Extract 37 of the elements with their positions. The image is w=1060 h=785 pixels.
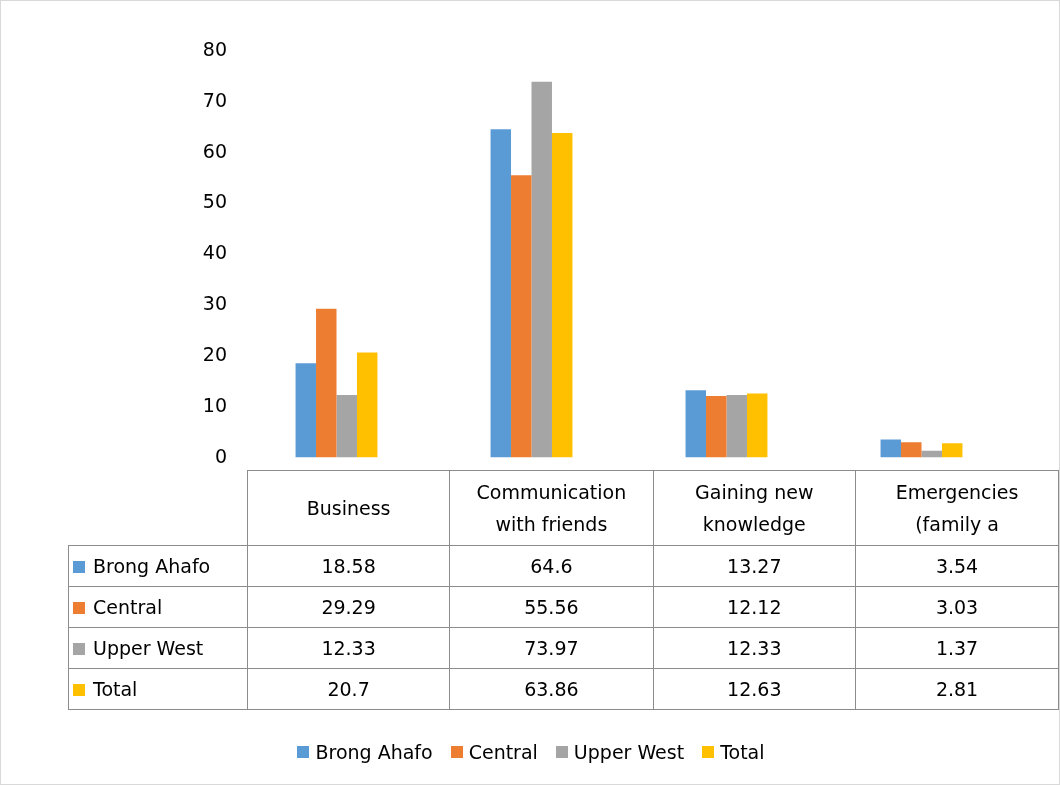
data-label: 73.97: [449, 627, 654, 669]
data-label: 12.63: [653, 668, 856, 710]
legend-label: Total: [719, 741, 765, 763]
data-label: 12.12: [653, 586, 856, 628]
data-label: 20.7: [247, 668, 450, 710]
y-tick-label: 50: [202, 190, 227, 213]
data-label: 29.29: [247, 586, 450, 628]
data-label: 64.6: [449, 545, 654, 587]
data-label: 12.33: [247, 627, 450, 669]
data-label: 2.81: [855, 668, 1059, 710]
y-tick-label: 70: [202, 88, 227, 111]
data-label: 3.03: [855, 586, 1059, 628]
data-label: 63.86: [449, 668, 654, 710]
legend-label: Upper West: [68, 627, 248, 669]
data-label: 3.54: [855, 545, 1059, 587]
text: Upper West: [573, 741, 685, 763]
y-tick-label: 30: [202, 292, 227, 315]
y-tick-label: 40: [202, 241, 227, 264]
data-label: 12.33: [653, 627, 856, 669]
data-label: 13.27: [653, 545, 856, 587]
text: Central: [468, 741, 538, 763]
y-tick-label: 0: [214, 444, 227, 467]
data-label: 55.56: [449, 586, 654, 628]
x-tick-label: Communication with friends: [449, 470, 654, 546]
data-label: 1.37: [855, 627, 1059, 669]
y-tick-label: 20: [202, 342, 227, 365]
y-tick-label: 10: [202, 393, 227, 416]
text: Total: [93, 678, 138, 700]
y-tick-label: 80: [202, 37, 227, 60]
legend-label: Central: [68, 586, 248, 628]
data-label: 18.58: [247, 545, 450, 587]
x-tick-label: Gaining new knowledge: [653, 470, 856, 546]
legend-label: Brong Ahafo: [68, 545, 248, 587]
x-tick-label: Business: [247, 470, 450, 546]
text: Brong Ahafo: [315, 741, 433, 763]
y-tick-label: 60: [202, 139, 227, 162]
x-tick-label: Emergencies (family a: [855, 470, 1059, 546]
